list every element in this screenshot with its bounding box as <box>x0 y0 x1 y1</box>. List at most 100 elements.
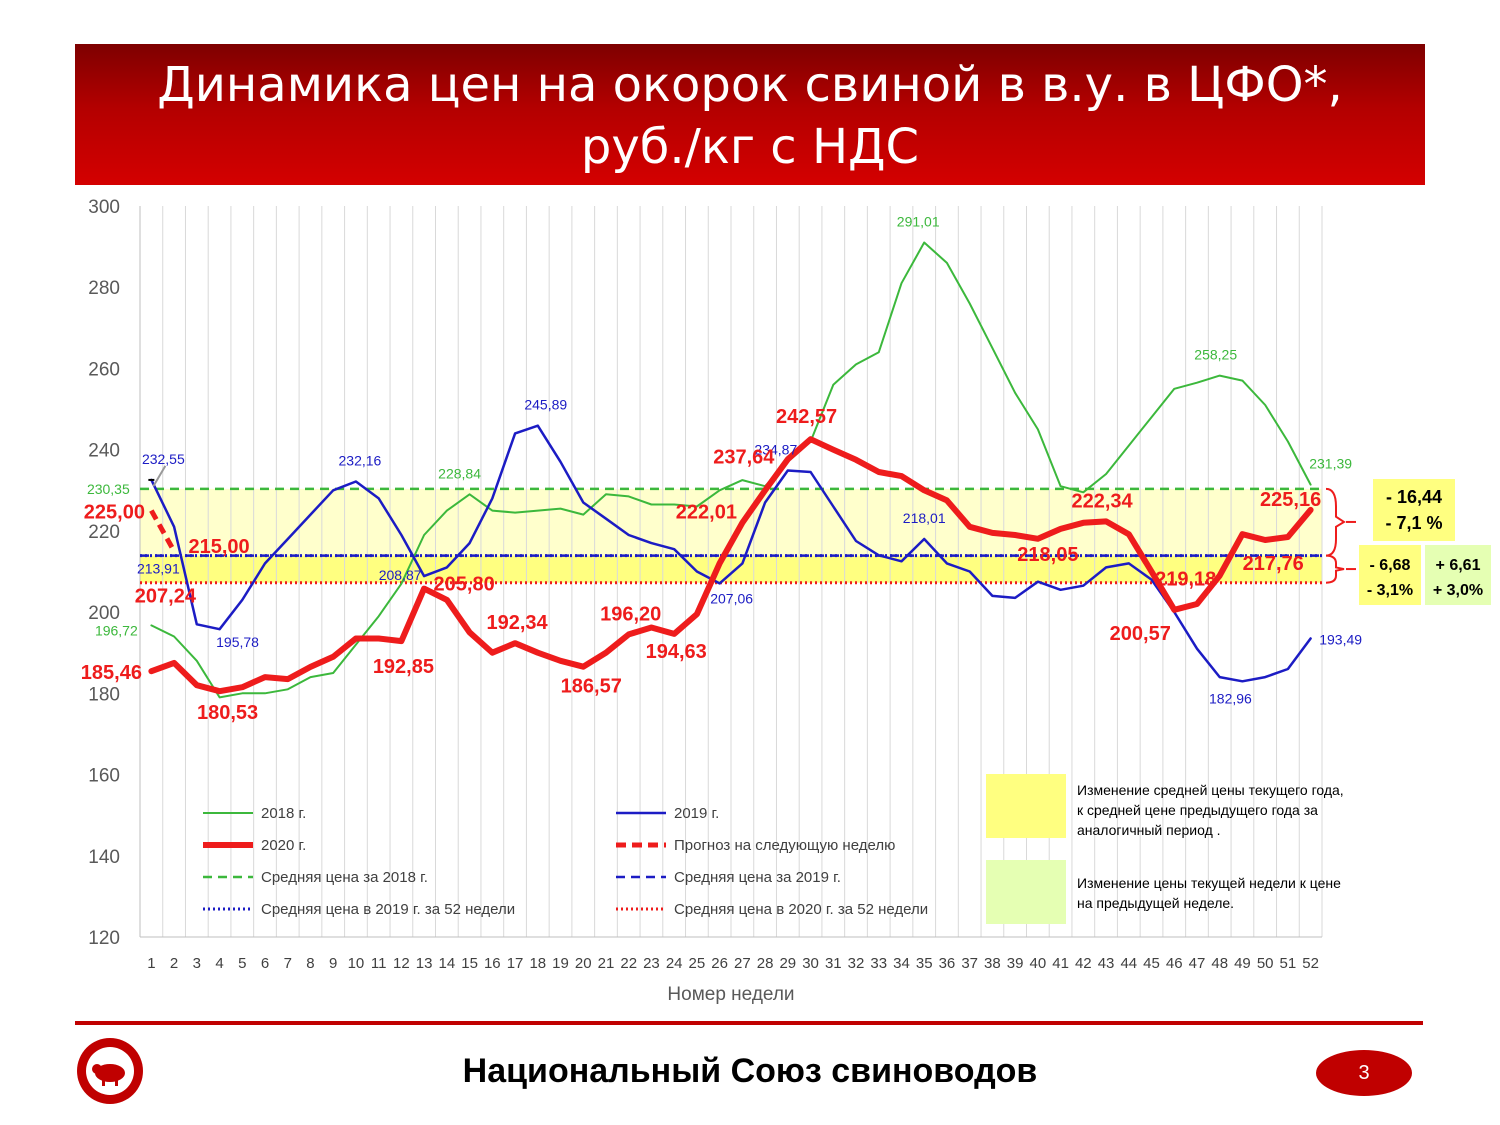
data-label-s2019: 207,06 <box>710 590 753 606</box>
x-tick-label: 19 <box>552 955 569 972</box>
legend-avg2018-label: Средняя цена за 2018 г. <box>261 869 428 886</box>
footer-organization: Национальный Союз свиноводов <box>0 1052 1500 1091</box>
data-label-s2020: 218,05 <box>1017 544 1078 566</box>
data-label-s2020: 225,16 <box>1260 489 1321 511</box>
data-label-s2020: 207,24 <box>135 586 197 608</box>
note-green-text: на предыдущей неделе. <box>1077 895 1234 911</box>
x-tick-label: 10 <box>348 955 365 972</box>
x-tick-label: 47 <box>1189 955 1206 972</box>
x-tick-label: 5 <box>238 955 246 972</box>
y-tick-label: 280 <box>88 278 120 299</box>
x-tick-label: 42 <box>1075 955 1092 972</box>
data-label-s2019: 232,55 <box>142 451 185 467</box>
data-label-s2020: 205,80 <box>434 574 495 596</box>
x-tick-label: 20 <box>575 955 592 972</box>
data-label-s2018: 291,01 <box>897 214 940 230</box>
change-weekly-avg-value: - 3,1% <box>1367 582 1413 599</box>
x-tick-label: 7 <box>284 955 292 972</box>
x-tick-label: 24 <box>666 955 683 972</box>
footer-divider <box>75 1021 1423 1025</box>
x-tick-label: 35 <box>916 955 933 972</box>
data-label-s2020: 217,76 <box>1243 553 1304 575</box>
x-tick-label: 40 <box>1030 955 1047 972</box>
x-tick-label: 36 <box>939 955 956 972</box>
note-yellow-swatch <box>986 774 1066 838</box>
data-label-s2019: 195,78 <box>216 634 259 650</box>
data-label-s2020: 180,53 <box>197 702 258 724</box>
data-label-s2020: 215,00 <box>189 536 250 558</box>
data-label-s2020: 196,20 <box>600 603 661 625</box>
legend-2020-label: 2020 г. <box>261 837 306 854</box>
y-tick-label: 240 <box>88 441 120 462</box>
page-number-badge: 3 <box>1316 1050 1412 1096</box>
x-tick-label: 41 <box>1052 955 1069 972</box>
change-yearly-value: - 16,44 <box>1386 487 1442 507</box>
x-tick-label: 51 <box>1280 955 1297 972</box>
y-tick-label: 120 <box>88 928 120 949</box>
data-label-s2018: 258,25 <box>1194 347 1237 363</box>
x-tick-label: 21 <box>598 955 615 972</box>
data-label-s2019: 182,96 <box>1209 690 1252 706</box>
data-label-s2020: 192,85 <box>373 656 434 678</box>
data-label-s2019: 218,01 <box>903 510 946 526</box>
bracket-weekly <box>1326 556 1344 583</box>
x-tick-label: 25 <box>689 955 706 972</box>
x-tick-label: 12 <box>393 955 410 972</box>
change-weekly-price-value: + 3,0% <box>1433 582 1483 599</box>
legend-forecast-label: Прогноз на следующую неделю <box>674 837 895 854</box>
x-tick-label: 37 <box>961 955 978 972</box>
x-tick-label: 28 <box>757 955 774 972</box>
x-tick-label: 17 <box>507 955 524 972</box>
legend-avg2019-52-label: Средняя цена в 2019 г. за 52 недели <box>261 901 515 918</box>
x-tick-label: 45 <box>1143 955 1160 972</box>
legend-avg2020-52-label: Средняя цена в 2020 г. за 52 недели <box>674 901 928 918</box>
note-yellow-text: Изменение средней цены текущего года, <box>1077 782 1344 798</box>
bracket-yearly <box>1326 489 1344 556</box>
y-tick-label: 220 <box>88 522 120 543</box>
x-tick-label: 6 <box>261 955 269 972</box>
y-tick-label: 160 <box>88 766 120 787</box>
x-tick-label: 38 <box>984 955 1001 972</box>
x-tick-label: 22 <box>620 955 637 972</box>
x-tick-label: 1 <box>147 955 155 972</box>
x-tick-label: 49 <box>1234 955 1251 972</box>
data-label-s2020: 185,46 <box>81 662 142 684</box>
y-tick-label: 180 <box>88 684 120 705</box>
x-tick-label: 27 <box>734 955 751 972</box>
y-tick-label: 200 <box>88 603 120 624</box>
x-tick-label: 26 <box>711 955 728 972</box>
note-green-text: Изменение цены текущей недели к цене <box>1077 875 1341 891</box>
x-tick-label: 23 <box>643 955 660 972</box>
x-axis-title: Номер недели <box>667 984 794 1005</box>
x-tick-label: 50 <box>1257 955 1274 972</box>
x-tick-label: 16 <box>484 955 501 972</box>
x-tick-label: 29 <box>779 955 796 972</box>
note-green-swatch <box>986 860 1066 924</box>
note-yellow-text: к средней цене предыдущего года за <box>1077 802 1318 818</box>
data-label-s2020: 237,64 <box>713 446 775 468</box>
data-label-s2018: 196,72 <box>95 622 138 638</box>
legend-2018-label: 2018 г. <box>261 805 306 822</box>
change-weekly-avg-value: - 6,68 <box>1370 557 1411 574</box>
data-label-s2019: 193,49 <box>1319 632 1362 648</box>
data-label-s2019: 245,89 <box>524 397 567 413</box>
data-label-s2019: 232,16 <box>339 453 382 469</box>
x-tick-label: 2 <box>170 955 178 972</box>
data-label-s2018: 228,84 <box>438 465 481 481</box>
x-tick-label: 8 <box>306 955 314 972</box>
x-tick-label: 32 <box>848 955 865 972</box>
x-tick-label: 34 <box>893 955 910 972</box>
x-tick-label: 31 <box>825 955 842 972</box>
change-yearly-value: - 7,1 % <box>1385 513 1442 533</box>
data-label-s2020: 192,34 <box>486 612 548 634</box>
change-weekly-price-value: + 6,61 <box>1436 557 1481 574</box>
legend-avg2019-label: Средняя цена за 2019 г. <box>674 869 841 886</box>
x-tick-label: 43 <box>1098 955 1115 972</box>
x-tick-label: 13 <box>416 955 433 972</box>
data-label-s2020: 200,57 <box>1110 623 1171 645</box>
x-tick-label: 11 <box>371 955 387 972</box>
data-label-s2020: 222,34 <box>1071 490 1133 512</box>
x-tick-label: 48 <box>1211 955 1228 972</box>
data-label-s2018: 231,39 <box>1309 456 1352 472</box>
